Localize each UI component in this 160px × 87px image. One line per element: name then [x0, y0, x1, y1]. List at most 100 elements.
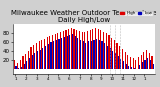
Bar [139, 65, 140, 69]
Bar [29, 58, 30, 69]
Bar [150, 60, 151, 69]
Bar [116, 43, 118, 69]
Bar [52, 35, 53, 69]
Bar [124, 52, 126, 69]
Bar [99, 40, 100, 69]
Bar [146, 50, 147, 69]
Bar [119, 46, 120, 69]
Legend: High, Low: High, Low [120, 11, 153, 16]
Bar [118, 56, 119, 69]
Bar [34, 53, 35, 69]
Bar [143, 52, 144, 69]
Bar [80, 40, 81, 69]
Bar [58, 39, 60, 69]
Bar [50, 42, 52, 69]
Bar [40, 50, 41, 69]
Bar [16, 66, 17, 69]
Bar [87, 31, 88, 69]
Bar [112, 51, 113, 69]
Bar [33, 45, 34, 69]
Bar [151, 56, 152, 69]
Bar [77, 38, 78, 69]
Bar [115, 53, 116, 69]
Bar [120, 59, 121, 69]
Bar [64, 37, 65, 69]
Bar [107, 46, 108, 69]
Bar [73, 29, 75, 69]
Bar [133, 58, 134, 69]
Bar [127, 55, 128, 69]
Bar [44, 39, 45, 69]
Bar [18, 68, 19, 69]
Bar [85, 43, 86, 69]
Bar [30, 47, 32, 69]
Bar [68, 29, 69, 69]
Bar [131, 67, 132, 69]
Bar [93, 40, 95, 69]
Bar [98, 29, 99, 69]
Bar [26, 61, 27, 69]
Bar [69, 35, 70, 69]
Bar [104, 43, 105, 69]
Bar [152, 64, 154, 69]
Bar [28, 51, 29, 69]
Bar [144, 60, 146, 69]
Bar [149, 53, 150, 69]
Bar [41, 40, 42, 69]
Bar [100, 30, 101, 69]
Bar [57, 33, 58, 69]
Bar [37, 51, 38, 69]
Bar [88, 41, 89, 69]
Bar [123, 61, 124, 69]
Bar [126, 64, 127, 69]
Bar [48, 44, 49, 69]
Bar [42, 48, 44, 69]
Bar [91, 41, 92, 69]
Bar [14, 60, 16, 69]
Bar [108, 35, 110, 69]
Bar [138, 57, 139, 69]
Bar [24, 64, 25, 69]
Bar [72, 34, 73, 69]
Bar [22, 56, 24, 69]
Bar [135, 60, 136, 69]
Bar [25, 54, 26, 69]
Bar [60, 32, 61, 69]
Bar [20, 60, 21, 69]
Bar [67, 36, 68, 69]
Bar [130, 57, 131, 69]
Bar [76, 30, 77, 69]
Bar [142, 62, 143, 69]
Bar [17, 63, 18, 69]
Bar [65, 30, 67, 69]
Bar [96, 39, 97, 69]
Title: Milwaukee Weather Outdoor Temperature
Daily High/Low: Milwaukee Weather Outdoor Temperature Da… [11, 10, 157, 23]
Bar [63, 31, 64, 69]
Bar [92, 29, 93, 69]
Bar [61, 38, 62, 69]
Bar [39, 41, 40, 69]
Bar [95, 28, 96, 69]
Bar [53, 41, 54, 69]
Bar [32, 55, 33, 69]
Bar [45, 46, 46, 69]
Bar [111, 38, 112, 69]
Bar [84, 32, 85, 69]
Bar [75, 36, 76, 69]
Bar [134, 68, 135, 69]
Bar [147, 58, 148, 69]
Bar [55, 34, 56, 69]
Bar [90, 30, 91, 69]
Bar [21, 67, 22, 69]
Bar [106, 33, 107, 69]
Bar [122, 49, 123, 69]
Bar [101, 41, 103, 69]
Bar [47, 37, 48, 69]
Bar [141, 55, 142, 69]
Bar [110, 48, 111, 69]
Bar [82, 32, 83, 69]
Bar [36, 43, 37, 69]
Bar [79, 31, 80, 69]
Bar [83, 41, 84, 69]
Bar [128, 66, 129, 69]
